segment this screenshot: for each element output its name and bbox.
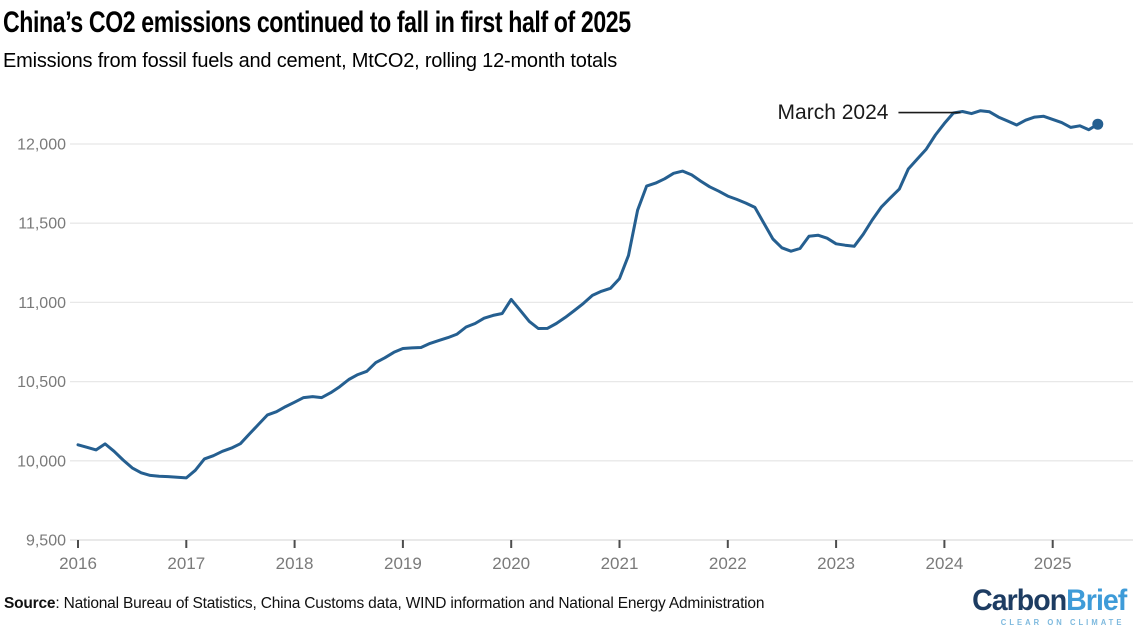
y-axis-label: 11,500 (18, 216, 66, 233)
emissions-line (76, 109, 1100, 480)
x-axis-label: 2021 (601, 554, 639, 573)
x-axis-label: 2022 (709, 554, 747, 573)
y-axis-label: 10,000 (17, 453, 66, 470)
carbonbrief-logo: CarbonBrief CLEAR ON CLIMATE (971, 584, 1127, 627)
logo-wordmark: CarbonBrief (971, 584, 1127, 617)
x-axis-label: 2020 (492, 554, 530, 573)
x-axis-label: 2017 (167, 554, 205, 573)
chart-subtitle: Emissions from fossil fuels and cement, … (3, 50, 618, 72)
logo-carbon: Carbon (971, 584, 1067, 617)
source-label: Source (4, 595, 56, 612)
y-axis-label: 11,000 (18, 295, 66, 312)
chart-title: China’s CO2 emissions continued to fall … (3, 6, 631, 39)
y-axis-label: 10,500 (17, 374, 66, 391)
x-axis-label: 2018 (276, 554, 314, 573)
x-axis-label: 2016 (59, 554, 97, 573)
x-axis-label: 2024 (925, 554, 963, 573)
annotation-march-2024: March 2024 (778, 101, 889, 124)
logo-tagline: CLEAR ON CLIMATE (1000, 618, 1125, 627)
x-axis-label: 2025 (1034, 554, 1072, 573)
source-line: Source: National Bureau of Statistics, C… (4, 595, 764, 613)
y-axis-label: 12,000 (17, 137, 66, 154)
source-text: : National Bureau of Statistics, China C… (55, 595, 765, 612)
y-axis-label: 9,500 (26, 533, 66, 550)
x-axis-label: 2023 (817, 554, 855, 573)
x-axis-label: 2019 (384, 554, 422, 573)
logo-brief: Brief (1065, 584, 1127, 617)
latest-data-point (1092, 118, 1104, 130)
